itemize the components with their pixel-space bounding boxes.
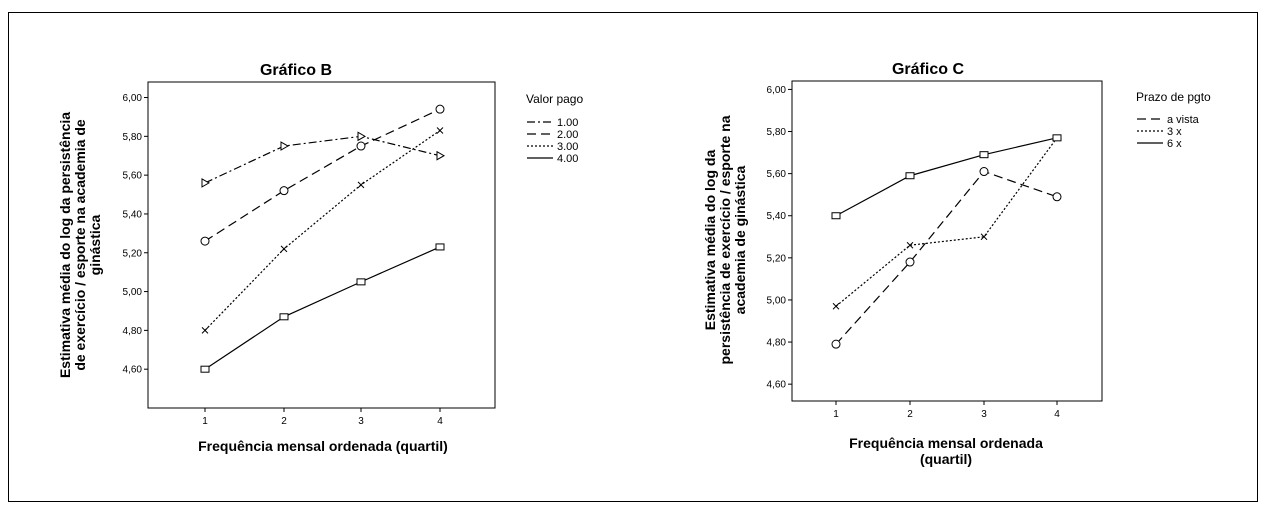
y-tick-label: 4,60 xyxy=(767,380,787,391)
chart-b-legend-title: Valor pago xyxy=(526,92,583,106)
chart-b-y-axis-label: Estimativa média do log da persistência … xyxy=(57,112,103,378)
x-tick-label: 2 xyxy=(281,416,287,427)
x-tick-label: 2 xyxy=(907,409,913,420)
series-line-6-x xyxy=(835,137,1058,217)
y-tick-label: 5,20 xyxy=(123,248,143,259)
data-point-marker xyxy=(905,257,915,267)
chart-c-y-axis-label: Estimativa média do log da persistência … xyxy=(702,115,748,364)
data-point-marker xyxy=(279,186,289,196)
legend-label: 3.00 xyxy=(557,141,578,153)
chart-b-x-axis: 1 2 3 4 xyxy=(202,408,443,427)
y-tick-label: 4,60 xyxy=(123,365,143,376)
y-tick-label: 5,40 xyxy=(767,211,787,222)
x-tick-label: 1 xyxy=(833,409,839,420)
data-point-marker xyxy=(279,313,289,321)
data-point-marker xyxy=(905,172,915,180)
chart-b-y-axis: 4,60 4,80 5,00 5,20 5,40 5,60 5,80 6,00 xyxy=(123,93,148,376)
legend-label: a vista xyxy=(1167,114,1200,126)
chart-b-x-axis-label: Frequência mensal ordenada (quartil) xyxy=(198,438,448,454)
y-tick-label: 5,00 xyxy=(767,295,787,306)
chart-c-ylabel-line-3: academia de ginástica xyxy=(732,165,748,314)
chart-c-xlabel-line-2: (quartil) xyxy=(920,451,972,467)
chart-b-ylabel-line-3: ginástica xyxy=(87,214,103,275)
data-point-marker xyxy=(979,151,989,159)
data-point-marker xyxy=(357,181,365,189)
data-point-marker xyxy=(831,212,841,220)
data-point-marker xyxy=(906,241,914,249)
chart-c-xlabel-line-1: Frequência mensal ordenada xyxy=(849,435,1043,451)
data-point-marker xyxy=(356,141,366,151)
chart-c-ylabel-line-2: persistência de exercício / esporte na xyxy=(717,115,733,364)
data-point-marker xyxy=(435,104,445,114)
legend-label: 2.00 xyxy=(557,129,578,141)
y-tick-label: 5,40 xyxy=(123,209,143,220)
series-line-a-vista xyxy=(835,170,1058,345)
legend-label: 4.00 xyxy=(557,153,578,165)
chart-b-ylabel-line-2: de exercício / esporte na academia de xyxy=(72,119,88,371)
data-point-marker xyxy=(201,178,211,188)
chart-c-plot-area xyxy=(791,80,1103,402)
y-tick-label: 5,60 xyxy=(123,171,143,182)
chart-c-title: Gráfico C xyxy=(892,61,964,78)
y-tick-label: 6,00 xyxy=(123,93,143,104)
y-tick-label: 6,00 xyxy=(767,85,787,96)
data-point-marker xyxy=(436,150,446,161)
data-point-marker xyxy=(200,236,210,246)
data-point-marker xyxy=(201,327,209,334)
chart-b-title: Gráfico B xyxy=(260,62,332,79)
data-point-marker xyxy=(357,131,367,142)
y-tick-label: 5,20 xyxy=(767,253,787,264)
chart-c-series xyxy=(831,134,1062,349)
series-line-2-00 xyxy=(204,108,441,242)
series-line-3-x xyxy=(835,137,1058,307)
data-point-marker xyxy=(280,245,288,253)
data-point-marker xyxy=(980,233,988,241)
data-point-marker xyxy=(200,365,210,373)
y-tick-label: 5,00 xyxy=(123,287,143,298)
chart-c-ylabel-line-1: Estimativa média do log da xyxy=(702,150,718,331)
data-point-marker xyxy=(1052,134,1062,142)
data-point-marker xyxy=(436,127,444,134)
data-point-marker xyxy=(832,302,840,310)
y-tick-label: 5,80 xyxy=(767,127,787,138)
y-tick-label: 4,80 xyxy=(123,326,143,337)
x-tick-label: 4 xyxy=(437,416,443,427)
chart-c-legend-title: Prazo de pgto xyxy=(1136,90,1211,104)
y-tick-label: 5,60 xyxy=(767,169,787,180)
series-line-1-00 xyxy=(204,135,441,184)
data-point-marker xyxy=(356,278,366,286)
legend-label: 3 x xyxy=(1167,126,1182,138)
x-tick-label: 3 xyxy=(358,416,364,427)
legend-label: 1.00 xyxy=(557,117,578,129)
y-tick-label: 5,80 xyxy=(123,132,143,143)
data-point-marker xyxy=(979,167,989,177)
data-point-marker xyxy=(1052,192,1062,202)
chart-b-plot-area xyxy=(147,81,496,409)
chart-b-series xyxy=(200,104,446,373)
chart-c: Gráfico C 4,60 4,80 5,00 5,20 5,40 5,60 5,80 6,… xyxy=(702,61,1211,467)
chart-b: Gráfico B 4,60 4,80 5,00 5,20 5,40 5,60 5,80 6,… xyxy=(57,62,583,454)
legend-label: 6 x xyxy=(1167,138,1182,150)
figure-frame xyxy=(8,12,1258,502)
series-line-4-00 xyxy=(204,246,441,370)
data-point-marker xyxy=(831,339,841,349)
chart-b-legend: 1.002.003.004.00 xyxy=(527,117,578,165)
chart-c-x-axis: 1 2 3 4 xyxy=(833,401,1060,420)
x-tick-label: 3 xyxy=(981,409,987,420)
data-point-marker xyxy=(435,243,445,251)
chart-c-y-axis: 4,60 4,80 5,00 5,20 5,40 5,60 5,80 6,00 xyxy=(767,85,792,391)
x-tick-label: 4 xyxy=(1054,409,1060,420)
series-line-3-00 xyxy=(204,130,441,331)
y-tick-label: 4,80 xyxy=(767,338,787,349)
data-point-marker xyxy=(280,141,290,151)
chart-b-ylabel-line-1: Estimativa média do log da persistência xyxy=(57,112,73,378)
x-tick-label: 1 xyxy=(202,416,208,427)
